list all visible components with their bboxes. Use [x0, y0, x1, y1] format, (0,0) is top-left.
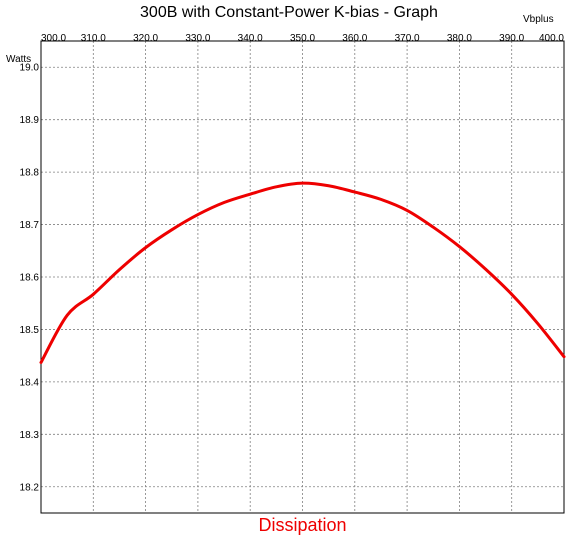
data-point — [249, 192, 252, 196]
x-tick-label: 320.0 — [133, 33, 158, 44]
x-tick-label: 300.0 — [41, 33, 66, 44]
y-tick-label: 18.8 — [20, 168, 40, 179]
data-point — [484, 267, 487, 271]
y-tick-label: 18.7 — [20, 220, 40, 231]
data-point — [222, 201, 226, 204]
data-point — [196, 213, 200, 216]
y-tick-label: 18.6 — [20, 273, 40, 284]
data-point — [170, 228, 173, 231]
data-point — [405, 209, 409, 212]
gridlines — [41, 41, 564, 513]
data-point — [327, 184, 330, 187]
y-tick-labels: 19.0 18.9 18.8 18.7 18.6 18.5 18.4 18.3 18.2 — [20, 63, 40, 494]
data-point — [458, 245, 461, 248]
series-labels: Dissipation — [258, 515, 346, 535]
x-axis-label: Vbplus — [523, 14, 554, 25]
y-axis-label: Watts — [6, 54, 31, 65]
x-tick-label: 330.0 — [185, 33, 210, 44]
x-tick-label: 390.0 — [499, 33, 524, 44]
x-tick-labels: 300.0 310.0 320.0 330.0 340.0 350.0 360.0 370.0… — [41, 33, 564, 44]
chart-title: 300B with Constant-Power K-bias - Graph — [140, 4, 438, 21]
y-tick-label: 18.2 — [20, 482, 40, 493]
series-lines — [39, 181, 566, 364]
data-point — [353, 190, 356, 194]
x-tick-label: 340.0 — [238, 33, 263, 44]
y-tick-label: 19.0 — [20, 63, 40, 74]
x-tick-label: 400.0 — [539, 33, 564, 44]
data-point — [118, 268, 121, 271]
y-tick-label: 18.4 — [20, 377, 40, 388]
x-tick-label: 380.0 — [447, 33, 472, 44]
data-point — [275, 185, 278, 188]
x-tick-label: 370.0 — [395, 33, 420, 44]
x-tick-label: 350.0 — [290, 33, 315, 44]
data-point — [92, 293, 95, 296]
data-point — [39, 361, 43, 364]
data-point — [432, 225, 435, 229]
data-point — [536, 322, 540, 325]
data-point — [65, 314, 69, 317]
x-tick-label: 360.0 — [342, 33, 367, 44]
y-tick-label: 18.3 — [20, 430, 40, 441]
series-label-dissipation: Dissipation — [258, 515, 346, 535]
data-point — [562, 355, 566, 358]
y-tick-label: 18.5 — [20, 325, 40, 336]
plot-frame — [40, 40, 565, 514]
data-point — [144, 246, 147, 249]
data-point — [301, 181, 304, 185]
x-tick-label: 310.0 — [81, 33, 106, 44]
data-point — [510, 293, 513, 296]
y-tick-label: 18.9 — [20, 115, 40, 126]
data-point — [379, 198, 383, 201]
